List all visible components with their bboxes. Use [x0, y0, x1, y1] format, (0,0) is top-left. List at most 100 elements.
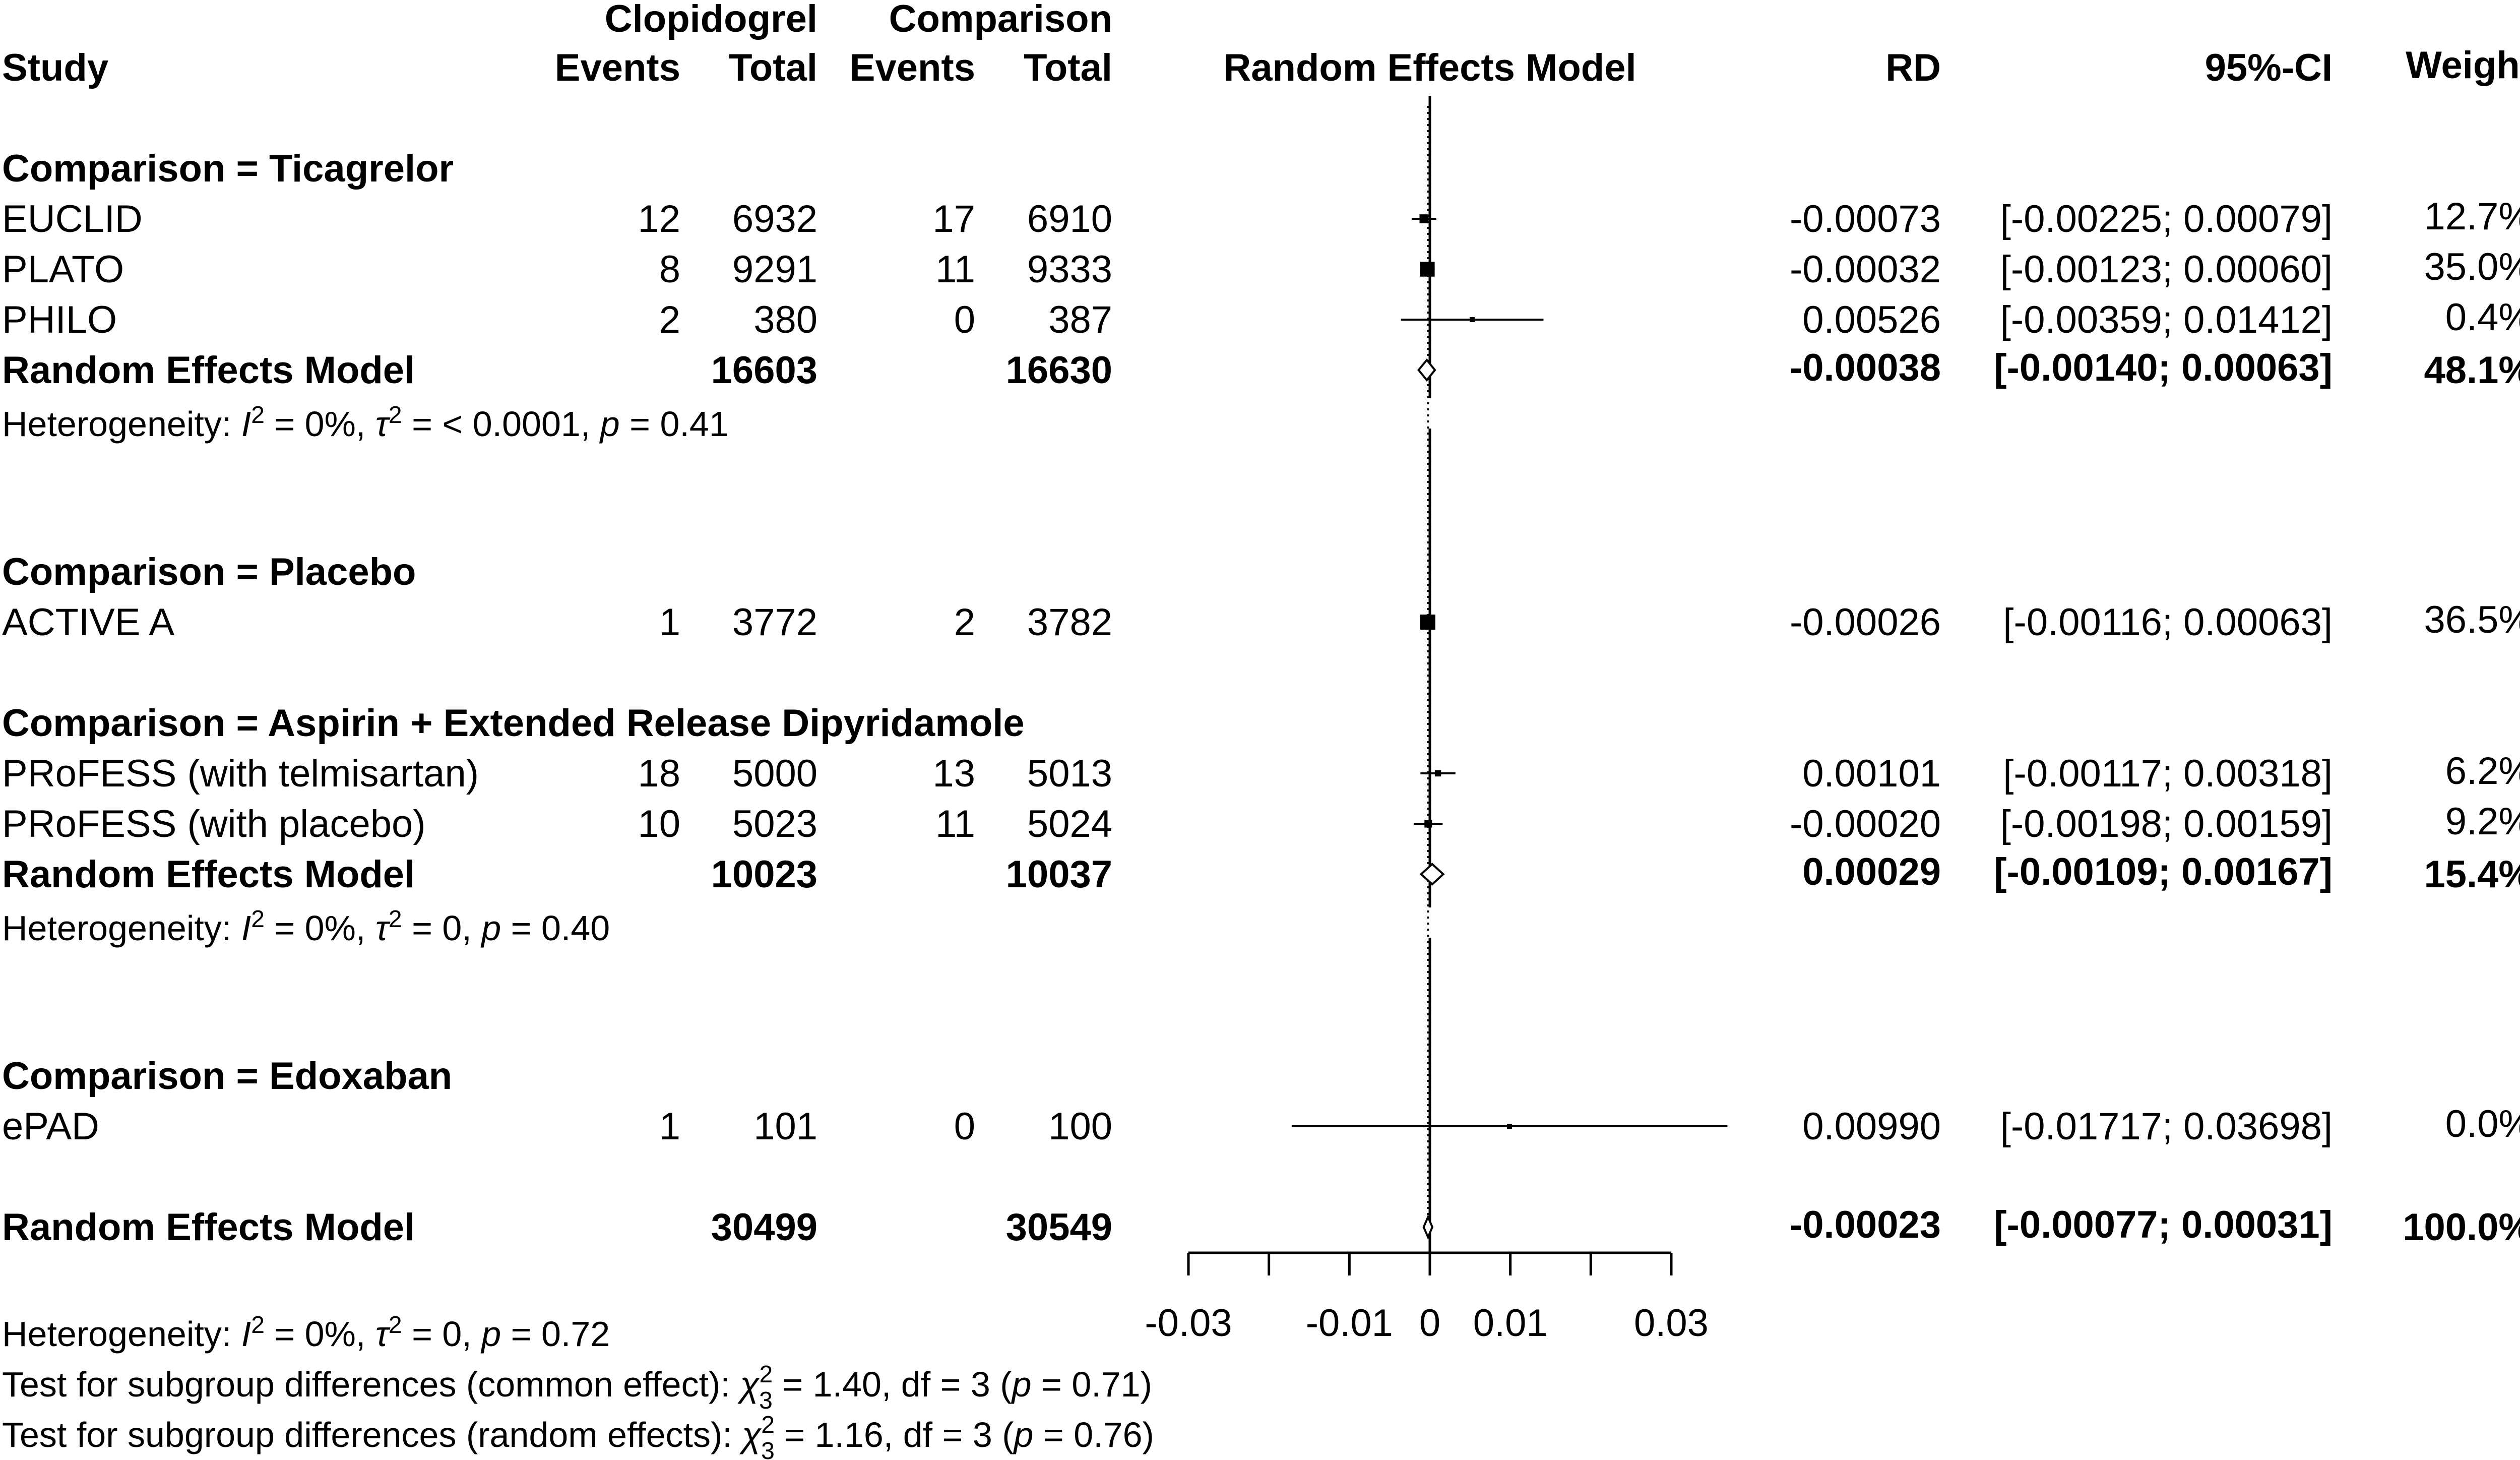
header-row: Clopidogrel Comparison Study Events Total Eve…	[2, 0, 2520, 89]
weight-value: 12.7%	[2424, 195, 2520, 238]
total1-value: 380	[753, 298, 817, 341]
subgroup-test-text: Test for subgroup differences (common ef…	[2, 1361, 1152, 1414]
ci-value: [-0.00225; 0.00079]	[2000, 198, 2333, 240]
events1-value: 8	[659, 248, 680, 291]
overall-model-ci: [-0.00077; 0.00031]	[1994, 1203, 2333, 1246]
events1-value: 10	[638, 803, 680, 845]
overall-model-diamond	[1422, 1214, 1434, 1240]
subgroup-title: Comparison = Placebo	[2, 551, 416, 593]
total2-column-header: Total	[1024, 46, 1112, 89]
events2-value: 0	[954, 1105, 975, 1148]
x-tick-label: 0.01	[1473, 1302, 1548, 1345]
weight-value: 9.2%	[2445, 800, 2520, 843]
study-column-header: Study	[2, 46, 108, 89]
subgroup-model-total2: 16630	[1006, 349, 1112, 392]
weight-value: 0.4%	[2445, 296, 2520, 339]
total1-value: 9291	[732, 248, 817, 291]
subgroup-model-total2: 10037	[1006, 853, 1112, 896]
weight-value: 0.0%	[2445, 1103, 2520, 1145]
study-name: PLATO	[2, 248, 124, 291]
study-name: ACTIVE A	[2, 601, 174, 644]
estimate-table: -0.00073 [-0.00225; 0.00079] 12.7% -0.00032…	[1790, 195, 2520, 1249]
forest-area	[1291, 96, 1728, 1260]
x-tick-label: -0.01	[1306, 1302, 1393, 1345]
ci-value: [-0.00359; 0.01412]	[2000, 298, 2333, 341]
rd-value: -0.00073	[1790, 198, 1941, 240]
ci-value: [-0.00123; 0.00060]	[2000, 248, 2333, 291]
weight-value: 6.2%	[2445, 750, 2520, 793]
overall-model-total1: 30499	[711, 1206, 817, 1249]
overall-model-label: Random Effects Model	[2, 1206, 415, 1249]
subgroup-title: Comparison = Aspirin + Extended Release …	[2, 702, 1025, 745]
point-estimate-square	[1419, 214, 1429, 223]
total1-value: 5023	[732, 803, 817, 845]
events1-column-header: Events	[555, 46, 680, 89]
x-axis: -0.03 -0.01 0 0.01 0.03	[1145, 1251, 1709, 1345]
events1-value: 2	[659, 298, 680, 341]
group2-header: Comparison	[889, 0, 1112, 40]
events2-value: 11	[935, 248, 975, 291]
x-tick-label: -0.03	[1145, 1302, 1232, 1345]
total2-value: 5024	[1027, 803, 1112, 845]
rd-value: 0.00526	[1802, 298, 1941, 341]
subgroup-model-ci: [-0.00109; 0.00167]	[1994, 850, 2333, 893]
point-estimate-square	[1434, 770, 1441, 777]
point-estimate-square	[1420, 262, 1435, 277]
subgroup-model-diamond	[1419, 863, 1445, 886]
weight-column-header: Weight	[2406, 44, 2520, 87]
rd-value: -0.00026	[1790, 601, 1941, 644]
total1-value: 5000	[732, 752, 817, 795]
subgroup-model-total1: 16603	[711, 349, 817, 392]
ci-value: [-0.01717; 0.03698]	[2000, 1105, 2333, 1148]
subgroup-heterogeneity: Heterogeneity: I2 = 0%, τ2 = < 0.0001, p…	[2, 402, 729, 444]
events1-value: 1	[659, 1105, 680, 1148]
footer-notes: Test for subgroup differences (common ef…	[2, 1361, 1154, 1460]
subgroup-model-rd: 0.00029	[1802, 850, 1941, 893]
point-estimate-square	[1469, 317, 1475, 322]
total2-value: 3782	[1027, 601, 1112, 644]
total2-value: 6910	[1027, 198, 1112, 240]
events2-column-header: Events	[850, 46, 975, 89]
events2-value: 17	[932, 198, 975, 240]
subgroup-model-weight: 48.1%	[2424, 349, 2520, 392]
overall-model-weight: 100.0%	[2403, 1206, 2520, 1249]
total1-value: 6932	[732, 198, 817, 240]
rd-value: -0.00020	[1790, 803, 1941, 845]
subgroup-model-total1: 10023	[711, 853, 817, 896]
study-name: PRoFESS (with placebo)	[2, 803, 426, 845]
x-tick-label: 0	[1419, 1302, 1440, 1345]
total2-value: 5013	[1027, 752, 1112, 795]
plot-column-header: Random Effects Model	[1223, 46, 1636, 89]
events2-value: 13	[932, 752, 975, 795]
overall-model-rd: -0.00023	[1790, 1203, 1941, 1246]
study-name: EUCLID	[2, 198, 143, 240]
ci-value: [-0.00198; 0.00159]	[2000, 803, 2333, 845]
point-estimate-square	[1424, 820, 1432, 828]
events1-value: 1	[659, 601, 680, 644]
events2-value: 2	[954, 601, 975, 644]
study-name: PRoFESS (with telmisartan)	[2, 752, 479, 795]
study-name: ePAD	[2, 1105, 99, 1148]
rd-column-header: RD	[1885, 46, 1941, 89]
total2-value: 387	[1048, 298, 1112, 341]
point-estimate-square	[1507, 1124, 1513, 1129]
events1-value: 12	[638, 198, 680, 240]
overall-model-total2: 30549	[1006, 1206, 1112, 1249]
events2-value: 11	[935, 803, 975, 845]
subgroup-title: Comparison = Edoxaban	[2, 1055, 452, 1098]
subgroup-model-label: Random Effects Model	[2, 349, 415, 392]
ci-value: [-0.00117; 0.00318]	[2003, 752, 2333, 795]
subgroup-model-diamond	[1417, 358, 1436, 382]
total1-value: 3772	[732, 601, 817, 644]
ci-column-header: 95%-CI	[2205, 46, 2333, 89]
weight-value: 36.5%	[2424, 598, 2520, 641]
point-estimate-square	[1420, 615, 1435, 630]
total2-value: 100	[1048, 1105, 1112, 1148]
ci-value: [-0.00116; 0.00063]	[2003, 601, 2333, 644]
subgroup-title: Comparison = Ticagrelor	[2, 147, 454, 190]
overall-heterogeneity: Heterogeneity: I2 = 0%, τ2 = 0, p = 0.72	[2, 1312, 610, 1354]
subgroup-model-weight: 15.4%	[2424, 853, 2520, 896]
subgroup-model-rd: -0.00038	[1790, 346, 1941, 389]
events1-value: 18	[638, 752, 680, 795]
